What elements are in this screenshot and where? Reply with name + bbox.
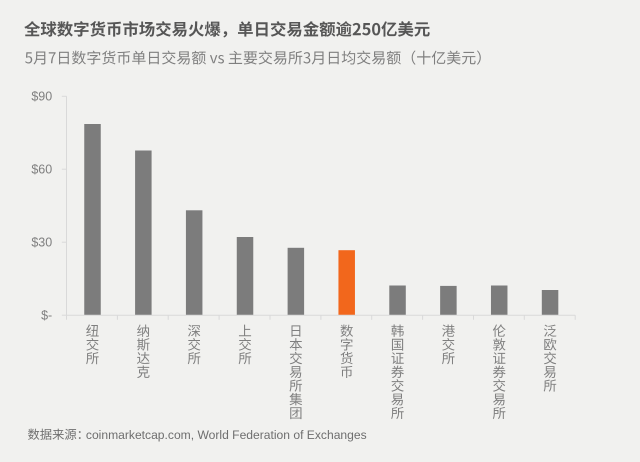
svg-text:coinmarketcap.com, World Feder: coinmarketcap.com, World Federation of E… [86, 428, 367, 442]
svg-text:$60: $60 [31, 163, 52, 177]
svg-text:$90: $90 [31, 90, 52, 104]
svg-text:$-: $- [41, 309, 52, 323]
svg-text:$30: $30 [31, 236, 52, 250]
